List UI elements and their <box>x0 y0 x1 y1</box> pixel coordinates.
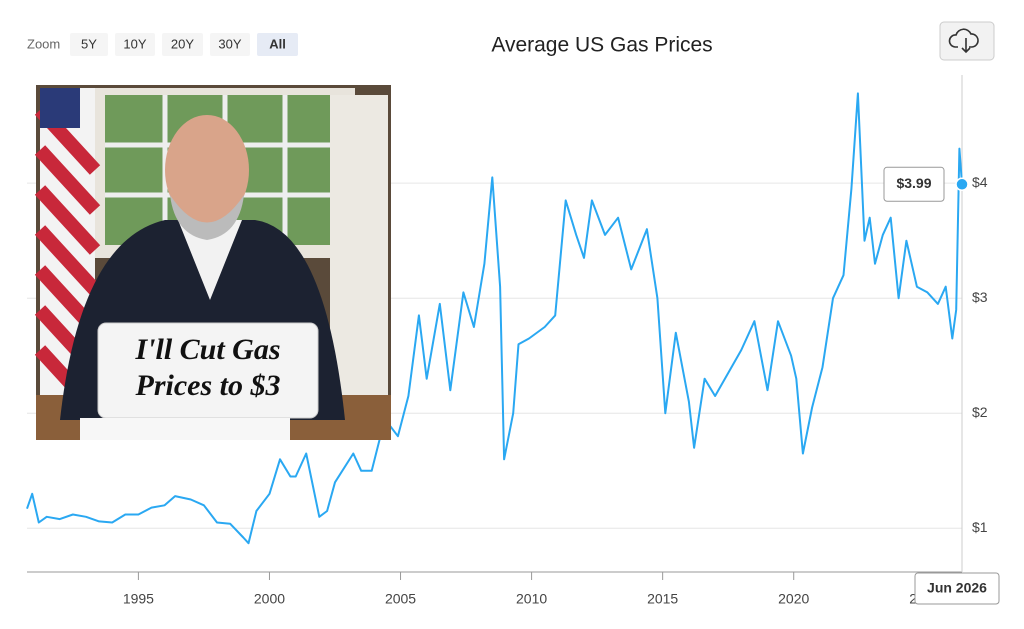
zoom-button[interactable] <box>115 33 155 56</box>
caption-line: Prices to $3 <box>135 369 281 402</box>
zoom-label: Zoom <box>27 36 60 51</box>
x-tooltip-box <box>914 572 1000 605</box>
tooltip-value: $3.99 <box>896 175 931 191</box>
caption-line: I'll Cut Gas <box>134 333 280 366</box>
x-tick-label: 1995 <box>123 591 154 607</box>
zoom-button-label: All <box>269 36 286 51</box>
zoom-button[interactable] <box>162 33 203 56</box>
download-button[interactable] <box>939 21 995 61</box>
photo-overlay: I'll Cut Gas Prices to $3 <box>34 85 391 440</box>
x-tick-label: 2010 <box>516 591 547 607</box>
series <box>26 92 963 545</box>
zoom-button[interactable] <box>70 33 108 56</box>
tooltip-box <box>883 166 945 202</box>
zoom-button-label: 5Y <box>81 36 97 51</box>
zoom-button[interactable] <box>210 33 250 56</box>
zoom-button[interactable] <box>257 33 298 56</box>
y-tick-label: $2 <box>972 404 988 420</box>
price-line <box>26 92 963 545</box>
x-tooltip-label: Jun 2026 <box>927 580 987 596</box>
tooltip-layer: $3.99 Jun 2026 <box>883 166 1000 605</box>
x-tick-label: 2000 <box>254 591 285 607</box>
chart-title: Average US Gas Prices <box>491 34 712 57</box>
zoom-button-label: 30Y <box>218 36 241 51</box>
zoom-button-label: 10Y <box>123 36 146 51</box>
zoom-bar: Zoom 5Y 10Y 20Y 30Y All <box>27 33 298 56</box>
x-tick-label: 2005 <box>385 591 416 607</box>
y-tick-label: $3 <box>972 289 988 305</box>
x-tick-label: 2020 <box>778 591 809 607</box>
x-tick-label: 2015 <box>647 591 678 607</box>
y-tick-label: $4 <box>972 174 988 190</box>
zoom-button-label: 20Y <box>171 36 194 51</box>
y-tick-label: $1 <box>972 519 988 535</box>
hover-point <box>955 177 969 192</box>
